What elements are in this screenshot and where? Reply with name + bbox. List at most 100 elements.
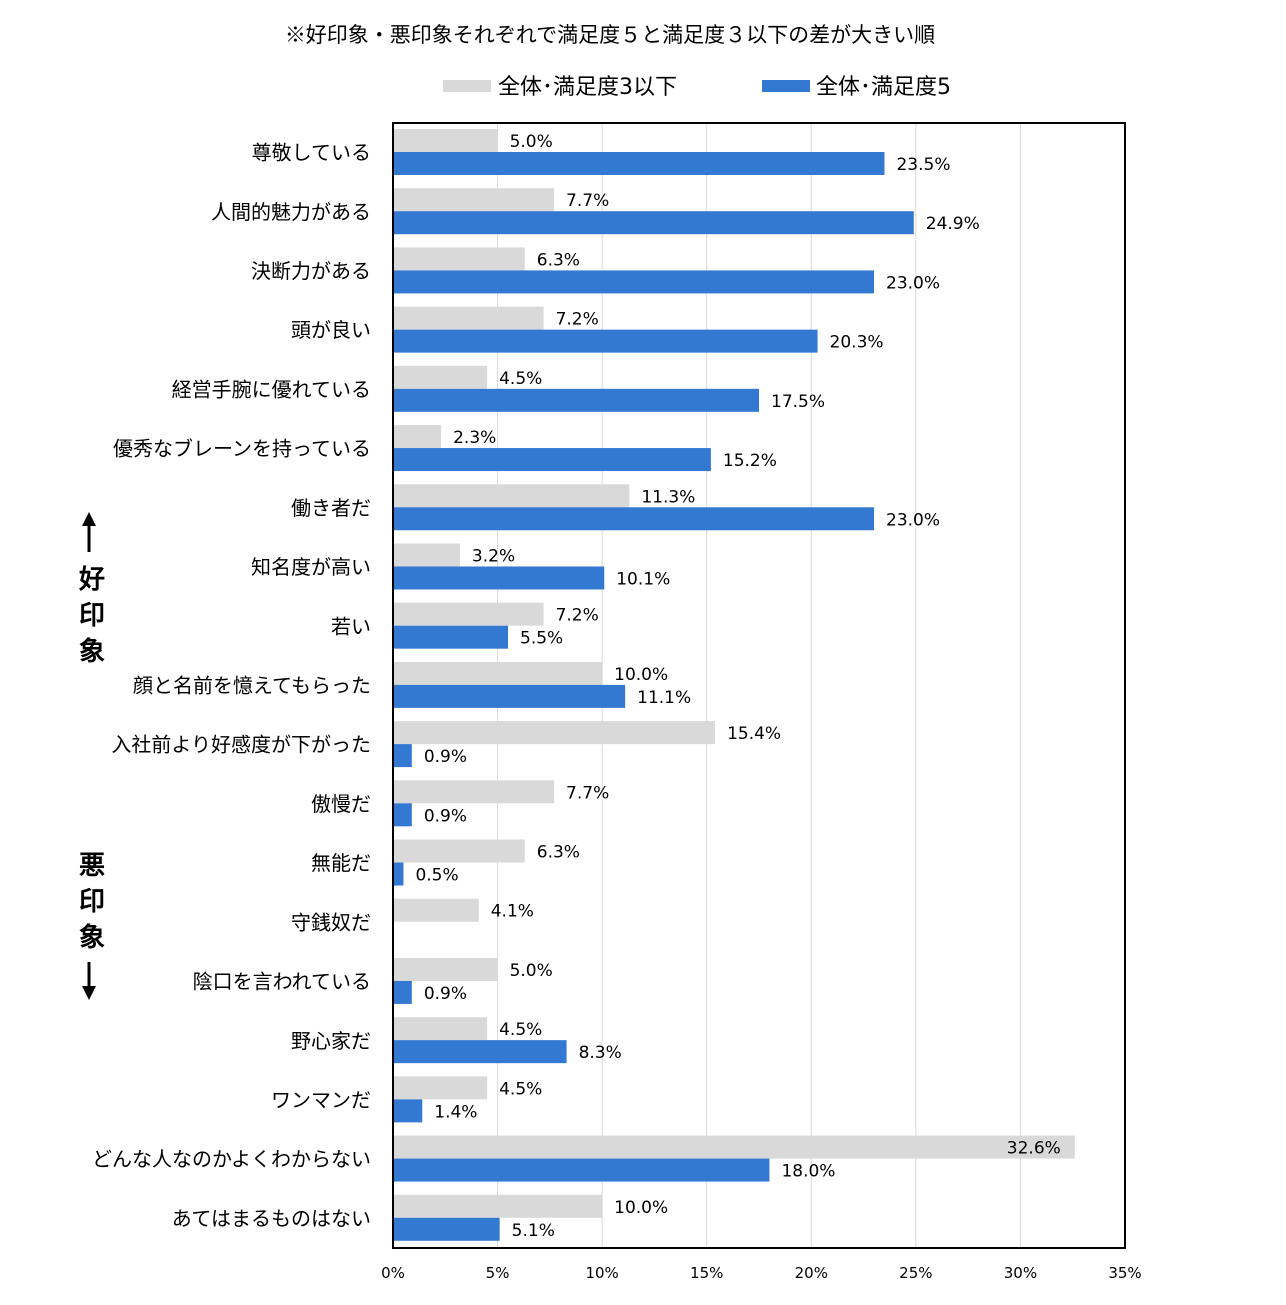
data-label: 8.3% [579, 1043, 622, 1063]
legend-label-low: 全体･満足度3以下 [498, 75, 677, 100]
category-label: 守銭奴だ [291, 910, 371, 934]
data-label: 7.7% [566, 783, 609, 803]
bar-low-satisfaction [393, 129, 498, 152]
x-tick-label: 0% [381, 1264, 405, 1282]
category-label: 知名度が高い [251, 555, 371, 579]
x-tick-label: 30% [1004, 1264, 1037, 1282]
legend-label-high: 全体･満足度5 [816, 75, 951, 100]
data-label: 0.5% [415, 866, 458, 886]
bar-high-satisfaction [393, 862, 404, 886]
bar-low-satisfaction [393, 484, 630, 508]
bar-high-satisfaction [393, 744, 412, 768]
category-label: あてはまるものはない [172, 1206, 371, 1230]
data-label: 2.3% [453, 428, 496, 448]
bar-low-satisfaction [393, 721, 716, 745]
data-label: 0.9% [424, 984, 467, 1004]
category-label: ワンマンだ [271, 1088, 371, 1112]
data-label: 5.5% [520, 629, 563, 649]
data-label: 7.2% [556, 310, 599, 330]
x-tick-label: 15% [690, 1264, 723, 1282]
data-label: 7.7% [566, 191, 609, 211]
data-label: 4.5% [499, 1020, 542, 1040]
category-label: 頭が良い [291, 318, 371, 342]
data-label: 23.5% [896, 155, 950, 175]
x-tick-label: 25% [899, 1264, 932, 1282]
bar-low-satisfaction [393, 425, 442, 449]
x-tick-label: 20% [795, 1264, 828, 1282]
bar-high-satisfaction [393, 566, 605, 590]
data-label: 24.9% [926, 214, 980, 234]
bar-high-satisfaction [393, 1040, 567, 1064]
bar-high-satisfaction [393, 388, 759, 412]
category-labels: 尊敬している人間的魅力がある決断力がある頭が良い経営手腕に優れている優秀なブレー… [92, 141, 371, 1231]
bar-high-satisfaction [393, 448, 711, 472]
bad-impression-label: 悪印象 [79, 851, 105, 1000]
data-label: 0.9% [424, 747, 467, 767]
x-tick-labels: 0% 5% 10% 15% 20% 25% 30% 35% [381, 1264, 1142, 1282]
bar-high-satisfaction [393, 270, 875, 294]
good-impression-char: 好 [78, 565, 105, 595]
bar-high-satisfaction [393, 1099, 423, 1123]
data-label: 4.1% [491, 902, 534, 922]
value-labels: 5.0% 23.5% 7.7% 24.9% 6.3% 23.0% 7.2% 20.3% 4.5%… [415, 132, 1060, 1241]
category-label: 入社前より好感度が下がった [111, 733, 371, 757]
bar-low-satisfaction [393, 780, 555, 804]
data-label: 23.0% [886, 510, 940, 530]
bad-impression-char: 印 [79, 887, 105, 917]
data-label: 18.0% [781, 1162, 835, 1182]
data-label: 11.3% [641, 487, 695, 507]
bars [393, 129, 1075, 1241]
legend: 全体･満足度3以下 全体･満足度5 [443, 75, 951, 100]
bar-high-satisfaction [393, 684, 626, 708]
bar-low-satisfaction [393, 957, 498, 981]
data-label: 23.0% [886, 273, 940, 293]
x-tick-label: 5% [486, 1264, 510, 1282]
data-label: 6.3% [537, 843, 580, 863]
bar-low-satisfaction [393, 306, 544, 330]
category-label: 傲慢だ [311, 792, 371, 816]
bar-low-satisfaction [393, 1017, 488, 1041]
bar-low-satisfaction [393, 602, 544, 626]
bar-high-satisfaction [393, 211, 914, 235]
bar-high-satisfaction [393, 980, 412, 1004]
data-label: 3.2% [472, 546, 515, 566]
data-label: 11.1% [637, 688, 691, 708]
legend-swatch-low [443, 80, 491, 92]
bar-high-satisfaction [393, 1217, 500, 1241]
legend-swatch-high [762, 80, 810, 92]
good-impression-char: 象 [79, 636, 105, 667]
bar-high-satisfaction [393, 803, 412, 827]
data-label: 15.4% [727, 724, 781, 744]
chart-title: ※好印象・悪印象それぞれで満足度５と満足度３以下の差が大きい順 [285, 23, 935, 47]
bad-impression-char: 悪 [79, 851, 105, 881]
good-impression-label: 好印象 [78, 512, 105, 667]
data-label: 5.0% [510, 961, 553, 981]
bar-high-satisfaction [393, 625, 509, 649]
category-label: 人間的魅力がある [211, 200, 371, 224]
bad-impression-char: 象 [79, 922, 105, 953]
data-label: 0.9% [424, 806, 467, 826]
up-arrow-head-icon [82, 512, 96, 526]
good-impression-char: 印 [79, 601, 105, 631]
category-label: 野心家だ [291, 1029, 371, 1053]
category-label: 決断力がある [251, 259, 371, 283]
category-label: 尊敬している [252, 141, 371, 165]
bar-high-satisfaction [393, 152, 885, 175]
x-tick-label: 10% [585, 1264, 618, 1282]
data-label: 32.6% [1007, 1139, 1061, 1159]
data-label: 5.1% [512, 1221, 555, 1241]
category-label: 顔と名前を憶えてもらった [133, 674, 371, 698]
bar-low-satisfaction [393, 543, 460, 567]
bar-low-satisfaction [393, 839, 525, 863]
data-label: 17.5% [771, 392, 825, 412]
bar-low-satisfaction [393, 1076, 488, 1100]
data-label: 10.1% [616, 569, 670, 589]
category-label: どんな人なのかよくわからない [92, 1147, 371, 1171]
data-label: 7.2% [556, 606, 599, 626]
data-label: 10.0% [614, 1198, 668, 1218]
data-label: 10.0% [614, 665, 668, 685]
x-tick-label: 35% [1108, 1264, 1141, 1282]
bar-low-satisfaction [393, 188, 555, 212]
data-label: 20.3% [830, 333, 884, 353]
